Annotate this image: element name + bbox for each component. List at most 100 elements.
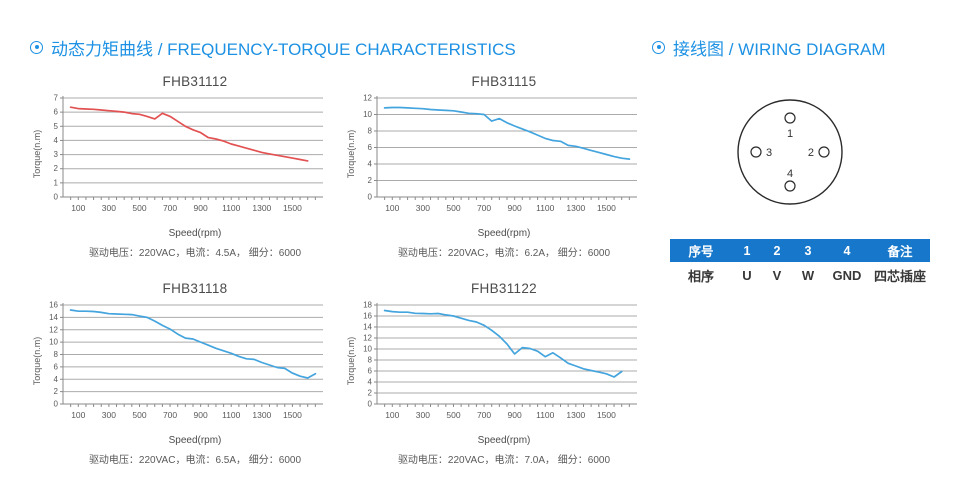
svg-text:500: 500 [132, 203, 146, 213]
pin-1-icon [784, 112, 796, 124]
svg-text:1300: 1300 [566, 203, 585, 213]
svg-text:18: 18 [363, 301, 372, 310]
svg-text:4: 4 [54, 136, 59, 145]
svg-text:6: 6 [368, 143, 373, 152]
svg-text:16: 16 [49, 301, 58, 310]
svg-text:900: 900 [194, 203, 208, 213]
svg-text:4: 4 [54, 375, 59, 384]
svg-text:12: 12 [363, 334, 372, 343]
svg-text:0: 0 [54, 193, 59, 202]
pin-4-icon [784, 180, 796, 192]
svg-text:2: 2 [54, 164, 59, 173]
chart-caption: 驱动电压：220VAC，电流：4.5A， 细分：6000 [88, 248, 302, 259]
svg-text:500: 500 [446, 410, 460, 420]
table-header-cell: 备注 [870, 239, 930, 262]
table-row: 相序 U V W GND 四芯插座 [670, 262, 930, 288]
svg-text:100: 100 [71, 410, 85, 420]
chart-title: FHB31122 [471, 281, 537, 296]
table-header-cell: 序号 [670, 239, 732, 262]
pin-2-label: 2 [808, 147, 814, 159]
table-header-cell: 4 [824, 239, 870, 262]
table-cell: 四芯插座 [870, 262, 930, 288]
pin-3-label: 3 [766, 147, 772, 159]
svg-text:6: 6 [368, 367, 373, 376]
chart-title: FHB31115 [471, 74, 537, 89]
svg-text:900: 900 [194, 410, 208, 420]
svg-text:1100: 1100 [222, 410, 241, 420]
wiring-section-title: 接线图 / WIRING DIAGRAM [652, 36, 954, 59]
pin-4-label: 4 [787, 168, 793, 180]
y-axis-label: Torque(n.m) [31, 336, 42, 385]
svg-text:300: 300 [416, 203, 430, 213]
svg-text:300: 300 [102, 203, 116, 213]
svg-text:14: 14 [49, 313, 58, 322]
circle-dot-icon [30, 40, 43, 54]
svg-text:0: 0 [368, 400, 373, 409]
svg-text:900: 900 [508, 410, 522, 420]
svg-text:700: 700 [477, 410, 491, 420]
svg-text:700: 700 [163, 203, 177, 213]
svg-text:100: 100 [71, 203, 85, 213]
y-axis-label: Torque(n.m) [31, 129, 42, 178]
y-axis-label: Torque(n.m) [345, 336, 356, 385]
charts-grid: FHB31112 Torque(n.m) 0 1 2 3 4 5 6 7 100 300 500 70… [30, 74, 648, 466]
svg-text:4: 4 [368, 378, 373, 387]
chart-caption: 驱动电压：220VAC，电流：7.0A， 细分：6000 [397, 455, 611, 466]
pin-assignment-table: 序号 1 2 3 4 备注 相序 U V W GND 四 [670, 239, 930, 288]
pin-1-label: 1 [787, 128, 793, 140]
svg-text:700: 700 [477, 203, 491, 213]
svg-text:1300: 1300 [252, 410, 271, 420]
svg-text:1300: 1300 [252, 203, 271, 213]
svg-text:10: 10 [363, 110, 372, 119]
svg-text:1500: 1500 [283, 410, 302, 420]
chart-title: FHB31112 [162, 74, 228, 89]
svg-text:8: 8 [368, 127, 373, 136]
table-header-cell: 3 [792, 239, 824, 262]
table-cell: 相序 [670, 262, 732, 288]
table-cell: GND [824, 262, 870, 288]
svg-text:1100: 1100 [536, 203, 555, 213]
chart-fhb31112: FHB31112 Torque(n.m) 0 1 2 3 4 5 6 7 100 300 500 70… [30, 74, 344, 259]
svg-text:8: 8 [368, 356, 373, 365]
svg-text:900: 900 [508, 203, 522, 213]
line-chart-fhb31112: 0 1 2 3 4 5 6 7 100 300 500 700 900 1100 1300 1500 [54, 94, 323, 213]
line-chart-fhb31115: 0 2 4 6 8 10 12 100 300 500 700 900 1100 1300 1500 [363, 94, 637, 213]
chart-fhb31115: FHB31115 Torque(n.m) 0 2 4 6 8 10 12 100 300 500 7… [344, 74, 648, 259]
x-axis-label: Speed(rpm) [168, 228, 222, 239]
svg-text:100: 100 [385, 203, 399, 213]
svg-text:6: 6 [54, 108, 59, 117]
pin-3-icon [750, 146, 762, 158]
wiring-section: 接线图 / WIRING DIAGRAM 1 2 3 4 [648, 36, 954, 466]
x-axis-label: Speed(rpm) [477, 228, 531, 239]
svg-text:8: 8 [54, 350, 59, 359]
connector-diagram: 1 2 3 4 [734, 96, 846, 213]
line-chart-fhb31122: 0 2 4 6 8 10 12 14 16 18 100 300 500 700 900 1100 1300 15… [363, 301, 637, 420]
svg-text:6: 6 [54, 362, 59, 371]
svg-text:3: 3 [54, 150, 59, 159]
table-header-cell: 2 [762, 239, 792, 262]
svg-text:1100: 1100 [536, 410, 555, 420]
x-axis-label: Speed(rpm) [168, 435, 222, 446]
svg-text:1300: 1300 [566, 410, 585, 420]
svg-text:14: 14 [363, 323, 372, 332]
svg-text:2: 2 [368, 389, 373, 398]
svg-text:300: 300 [416, 410, 430, 420]
svg-text:700: 700 [163, 410, 177, 420]
svg-text:0: 0 [54, 400, 59, 409]
svg-text:12: 12 [363, 94, 372, 103]
chart-caption: 驱动电压：220VAC，电流：6.5A， 细分：6000 [88, 455, 302, 466]
svg-text:16: 16 [363, 312, 372, 321]
svg-text:100: 100 [385, 410, 399, 420]
svg-text:300: 300 [102, 410, 116, 420]
svg-text:12: 12 [49, 325, 58, 334]
chart-caption: 驱动电压：220VAC，电流：6.2A， 细分：6000 [397, 248, 611, 259]
connector-outline [737, 99, 843, 205]
y-axis-label: Torque(n.m) [345, 129, 356, 178]
svg-text:2: 2 [54, 387, 59, 396]
svg-text:5: 5 [54, 122, 59, 131]
svg-text:2: 2 [368, 176, 373, 185]
svg-text:10: 10 [49, 338, 58, 347]
table-cell: V [762, 262, 792, 288]
svg-text:1500: 1500 [283, 203, 302, 213]
